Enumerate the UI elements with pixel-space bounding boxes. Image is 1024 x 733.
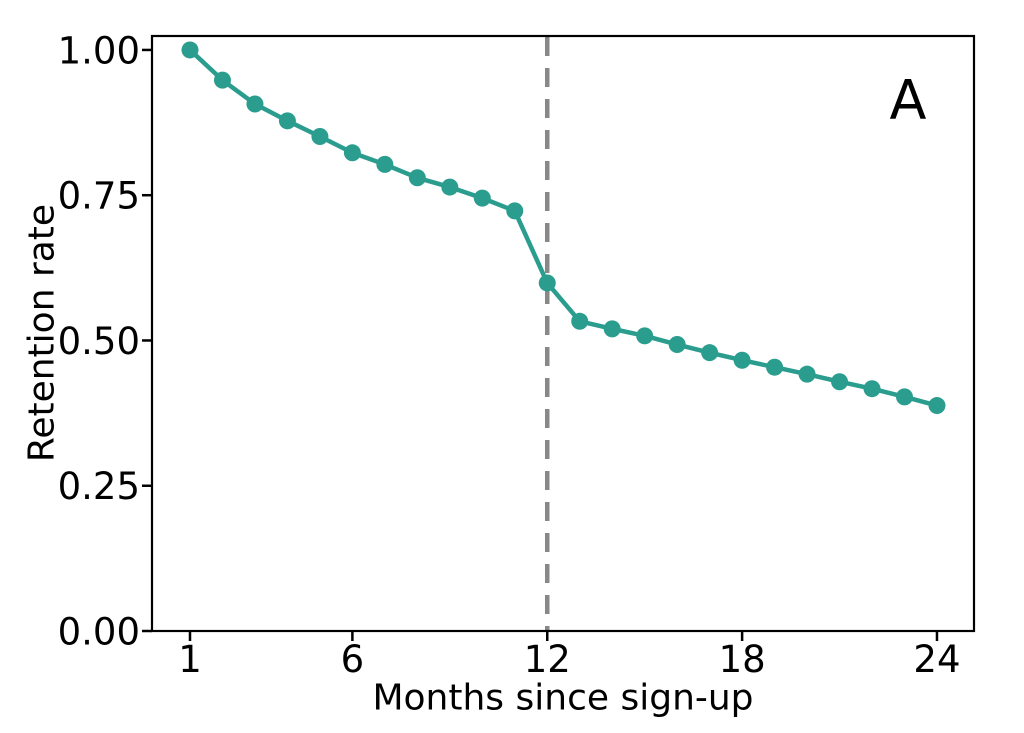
- data-point-marker: [538, 274, 556, 292]
- x-tick-label: 18: [719, 638, 766, 681]
- x-tick-label: 12: [524, 638, 571, 681]
- x-tick-label: 24: [913, 638, 960, 681]
- data-point-marker: [928, 397, 946, 415]
- y-tick-label: 0.00: [58, 611, 140, 654]
- data-point-marker: [181, 41, 199, 59]
- data-point-marker: [506, 202, 524, 220]
- data-point-marker: [441, 178, 459, 196]
- data-point-marker: [798, 365, 816, 383]
- data-point-marker: [213, 71, 231, 89]
- data-point-marker: [733, 351, 751, 369]
- y-tick-label: 0.50: [58, 320, 140, 363]
- data-point-marker: [766, 358, 784, 376]
- x-tick-label: 1: [178, 638, 202, 681]
- data-point-marker: [278, 112, 296, 130]
- plot-border: [150, 34, 976, 633]
- y-axis-label: Retention rate: [21, 203, 63, 463]
- data-point-marker: [668, 336, 686, 354]
- y-tick-label: 0.75: [58, 175, 140, 218]
- data-point-marker: [701, 344, 719, 362]
- panel-label: A: [889, 68, 927, 132]
- data-point-marker: [343, 144, 361, 162]
- data-point-marker: [408, 169, 426, 187]
- y-tick-label: 1.00: [58, 29, 140, 72]
- data-point-marker: [571, 312, 589, 330]
- data-point-marker: [603, 320, 621, 338]
- x-tick-label: 6: [341, 638, 365, 681]
- data-point-marker: [246, 95, 264, 113]
- data-point-marker: [473, 189, 491, 207]
- data-point-marker: [895, 388, 913, 406]
- y-tick-label: 0.25: [58, 465, 140, 508]
- data-point-marker: [311, 128, 329, 146]
- data-point-marker: [863, 380, 881, 398]
- x-axis-label: Months since sign-up: [372, 677, 754, 719]
- data-point-marker: [376, 155, 394, 173]
- data-point-marker: [831, 373, 849, 391]
- data-point-marker: [636, 327, 654, 345]
- series-line: [187, 47, 940, 408]
